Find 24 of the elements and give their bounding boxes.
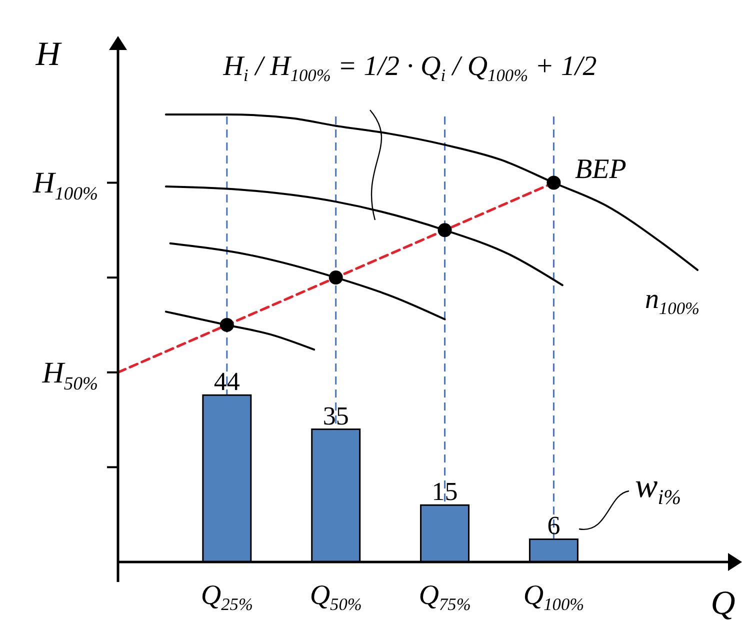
line-series [164,310,316,351]
data-label: 15 [432,477,458,506]
data-label: 44 [214,367,240,396]
point [546,176,561,190]
data-label: 35 [322,401,349,430]
text: H$_{i}$ / H$_{100%}$ = 1/2 · Q$_{i}$ / Q$_{100%}$ + 1/2 [223,51,597,85]
x-tick-label: Q$_{25%}$ [200,580,253,614]
y-tick-label: H$_{100%}$ [32,166,98,204]
annotation: w$_{i%}$ [635,468,682,510]
y-tick-label: H$_{50%}$ [41,356,98,394]
point [328,270,343,285]
data-label: 6 [547,511,560,540]
annotation: n$_{100%}$ [645,284,700,318]
x-tick-label: Q$_{50%}$ [310,580,362,614]
x-tick-label: Q$_{75%}$ [418,580,471,614]
x-tick-label: Q$_{100%}$ [523,580,584,614]
line-series [164,113,698,271]
x-axis-title: Q [710,585,736,622]
point [220,318,234,332]
point [438,223,452,238]
line-series [169,242,446,320]
line-series [164,186,564,286]
annotation: BEP [575,154,626,185]
y-axis-title: H [34,36,63,73]
